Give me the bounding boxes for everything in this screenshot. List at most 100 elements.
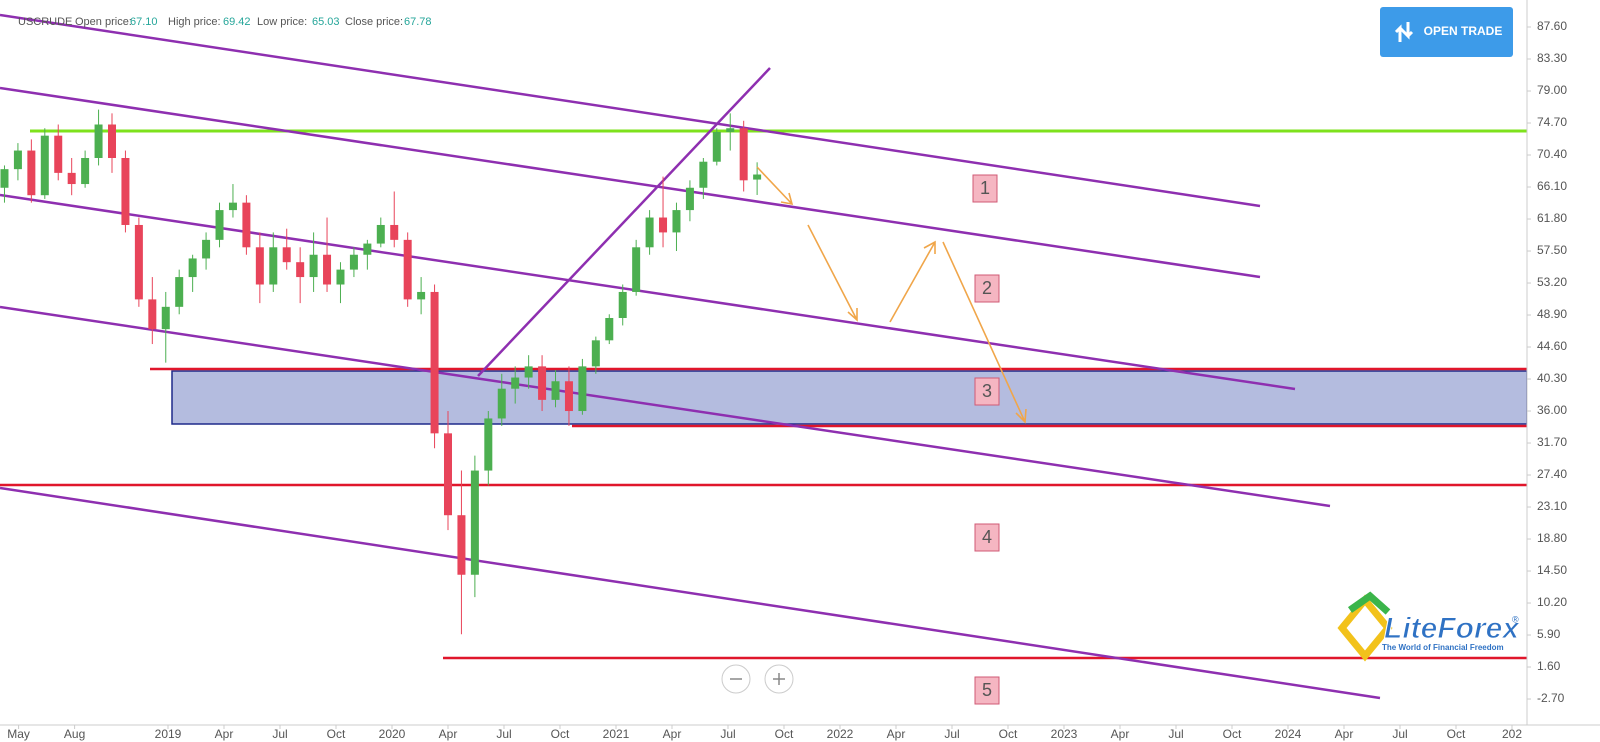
annotation-box [972, 174, 998, 203]
y-tick-label: 18.80 [1537, 531, 1567, 545]
y-tick-label: 1.60 [1537, 659, 1561, 673]
candle-body [470, 470, 479, 575]
zoom-out[interactable] [721, 664, 751, 694]
candle-body [255, 247, 264, 285]
channel-line [0, 13, 1261, 208]
candle-body [524, 366, 533, 378]
y-tick-label: 14.50 [1537, 563, 1567, 577]
candle-body [591, 340, 600, 367]
candle-body [659, 217, 668, 233]
y-tick-label: 31.70 [1537, 435, 1567, 449]
annotation: 2 [982, 278, 992, 298]
x-tick-label: Oct [775, 727, 794, 741]
logo-mark [1337, 594, 1393, 662]
brand-mark: ® [1512, 614, 1519, 624]
x-tick-label: Aug [64, 727, 85, 741]
y-tick-label: 53.20 [1537, 275, 1567, 289]
info-label: Low price: [257, 16, 307, 28]
logo: LiteForex ® The World of Financial Freed… [1337, 591, 1521, 662]
annotation-box [974, 676, 1000, 705]
x-tick-label: 202 [1502, 727, 1522, 741]
trend-line [477, 67, 771, 377]
y-tick-label: 87.60 [1537, 19, 1567, 33]
tagline: The World of Financial Freedom [1382, 643, 1504, 652]
x-tick-label: Apr [215, 727, 234, 741]
candle-body [202, 239, 211, 259]
info-label: Open price: [75, 16, 132, 28]
candle-body [403, 239, 412, 300]
x-tick-label: Oct [1447, 727, 1466, 741]
x-tick-label: Oct [999, 727, 1018, 741]
y-tick-label: 61.80 [1537, 211, 1567, 225]
candle-body [726, 128, 735, 132]
candle-body [685, 187, 694, 211]
channel-line [0, 305, 1331, 508]
candle-body [753, 174, 762, 180]
candle-body [134, 224, 143, 300]
x-tick-label: Jul [272, 727, 287, 741]
candle-body [13, 150, 22, 170]
candle-body [618, 291, 627, 318]
x-tick-label: 2024 [1275, 727, 1302, 741]
x-tick-label: Oct [327, 727, 346, 741]
candle-body [296, 262, 305, 278]
arrow [942, 241, 1027, 424]
arrow [807, 224, 858, 322]
candle-body [0, 169, 9, 188]
x-tick-label: Apr [1335, 727, 1354, 741]
button-label[interactable]: OPEN TRADE [1424, 24, 1503, 38]
candle-body [390, 224, 399, 240]
candle-body [645, 217, 654, 248]
y-tick-label: 36.00 [1537, 403, 1567, 417]
candle-body [538, 366, 547, 400]
x-tick-label: Jul [1168, 727, 1183, 741]
x-tick-label: Apr [663, 727, 682, 741]
x-tick-label: 2022 [827, 727, 854, 741]
y-tick-label: 40.30 [1537, 371, 1567, 385]
y-tick-label: 57.50 [1537, 243, 1567, 257]
candle-body [215, 210, 224, 240]
button-icon[interactable] [1394, 22, 1414, 42]
info-label: High price: [168, 16, 221, 28]
forecast-arrows [756, 166, 1027, 424]
candle-body [242, 202, 251, 248]
x-tick-label: May [7, 727, 30, 741]
x-tick-label: 2020 [379, 727, 406, 741]
annotation-box [974, 377, 1000, 406]
x-tick-label: Apr [439, 727, 458, 741]
candle-body [27, 150, 36, 196]
logo-mark [1347, 591, 1391, 615]
y-tick-label: 48.90 [1537, 307, 1567, 321]
candle-body [497, 388, 506, 419]
annotation-box [974, 274, 1000, 303]
candle-body [323, 254, 332, 285]
y-tick-label: -2.70 [1537, 691, 1565, 705]
info-value: 69.42 [223, 16, 251, 28]
symbol: USCRUDE [18, 16, 72, 28]
x-tick-label: 2023 [1051, 727, 1078, 741]
candle-body [363, 243, 372, 255]
info-value: 67.10 [130, 16, 158, 28]
candle-body [309, 254, 318, 278]
candle-body [148, 299, 157, 330]
candle-body [121, 157, 130, 225]
candle-body [336, 269, 345, 285]
candle-body [712, 131, 721, 162]
zoom-in[interactable] [764, 664, 794, 694]
candle-body [161, 306, 170, 330]
y-tick-label: 70.40 [1537, 147, 1567, 161]
open-trade-button[interactable]: OPEN TRADE [1380, 7, 1513, 57]
candle-body [699, 161, 708, 188]
y-tick-label: 5.90 [1537, 627, 1561, 641]
info-value: 65.03 [312, 16, 340, 28]
zoom-in-icon[interactable] [773, 673, 785, 685]
annotation: 1 [980, 178, 990, 198]
button-bg[interactable] [1380, 7, 1513, 57]
y-tick-label: 23.10 [1537, 499, 1567, 513]
x-tick-label: Jul [1392, 727, 1407, 741]
y-tick-label: 44.60 [1537, 339, 1567, 353]
candle-body [564, 381, 573, 412]
info-label: Close price: [345, 16, 403, 28]
